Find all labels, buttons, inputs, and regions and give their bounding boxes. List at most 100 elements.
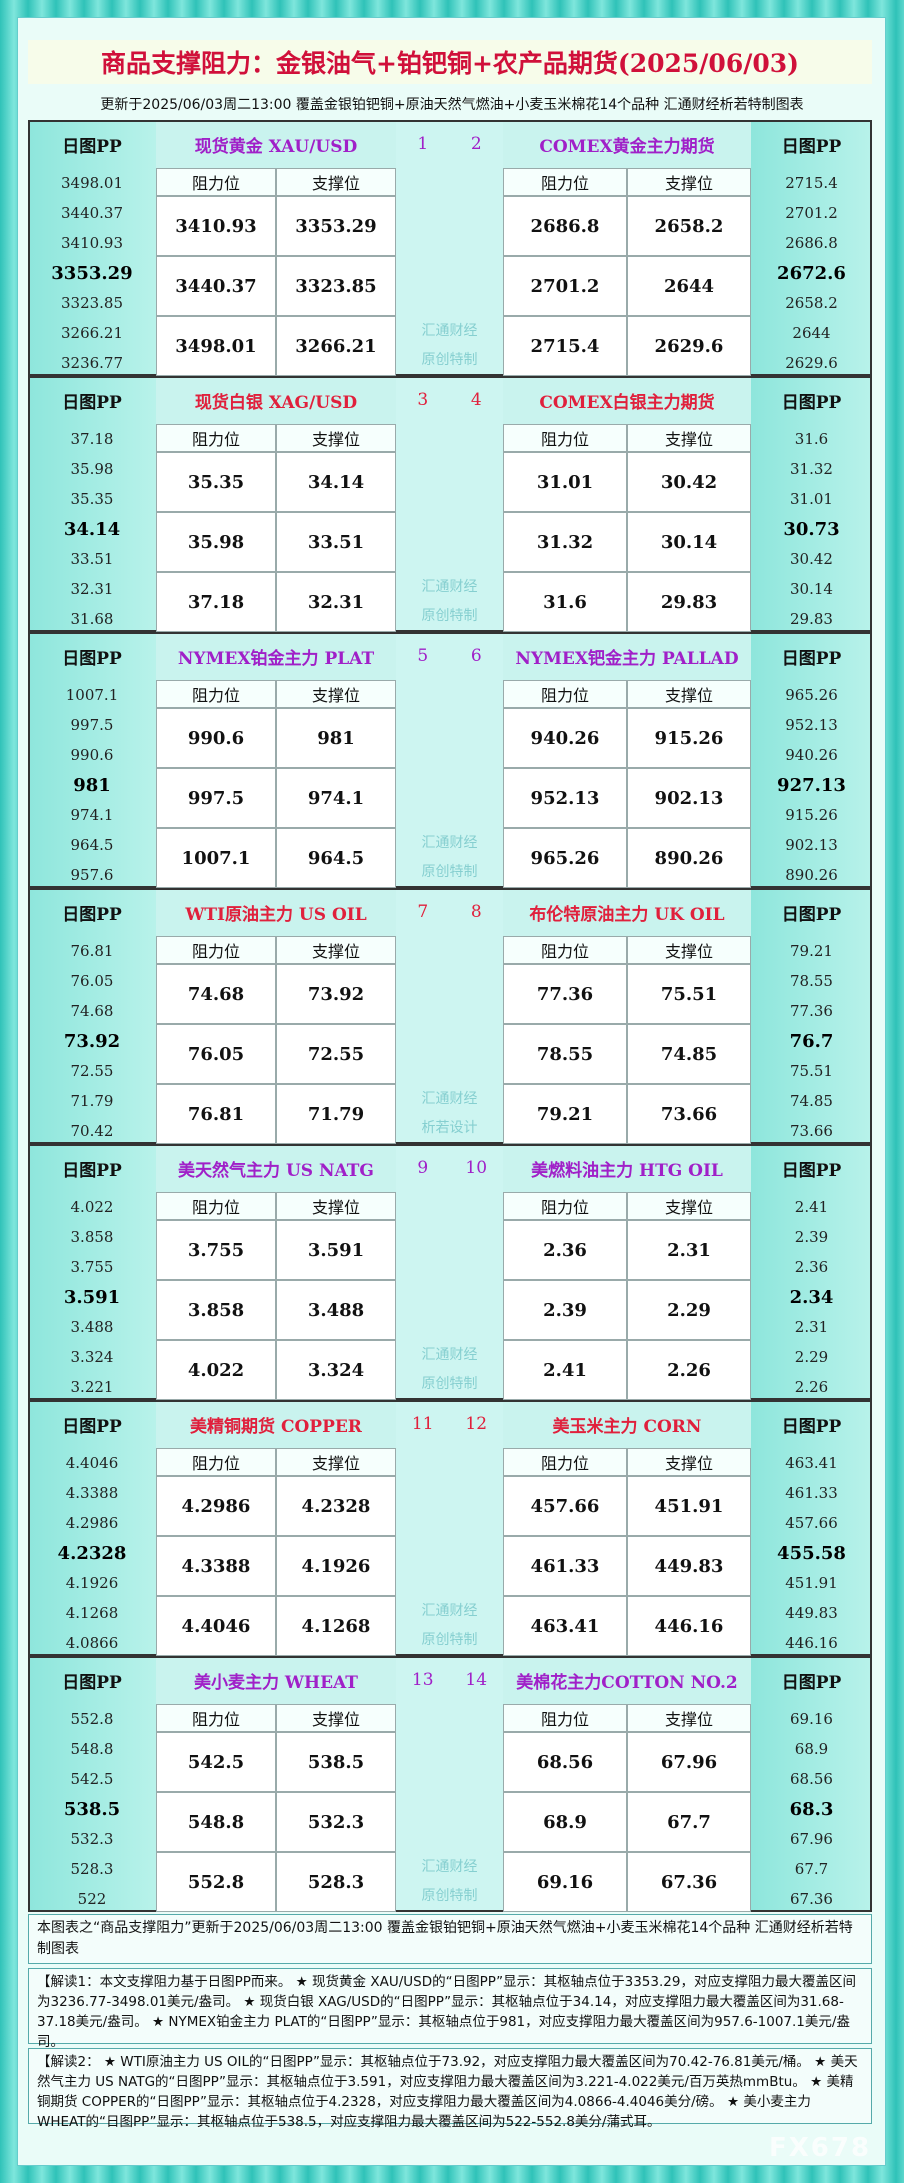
table-header: 阻力位: [503, 424, 627, 452]
instrument-name: COMEX白银主力期货: [539, 392, 715, 413]
pp-column: [751, 888, 872, 1144]
table-header: 支撑位: [276, 1192, 396, 1220]
pp-value: 79.21: [790, 942, 833, 960]
watermark: 原创特制: [421, 352, 478, 368]
instrument-name: WTI原油主力 US OIL: [185, 904, 367, 925]
watermark: 析若设计: [421, 1120, 478, 1136]
pp-value: 532.3: [70, 1830, 114, 1848]
pp-label: 日图PP: [62, 1160, 122, 1181]
watermark-logo: FX678: [768, 2133, 872, 2163]
pp-value: 2.41: [794, 1198, 829, 1216]
table-cell: 30.14: [627, 512, 751, 572]
instrument-number: 10: [465, 1158, 488, 1178]
table-cell: 74.68: [156, 964, 276, 1024]
table-cell: 71.79: [276, 1084, 396, 1144]
instrument-number: 14: [465, 1670, 488, 1690]
pp-value: 35.35: [70, 490, 114, 508]
pp-label: 日图PP: [781, 1672, 842, 1693]
instrument-name: 美燃料油主力 HTG OIL: [531, 1160, 723, 1181]
pp-value: 4.022: [70, 1198, 114, 1216]
table-cell: 76.81: [156, 1084, 276, 1144]
table-header: 支撑位: [276, 424, 396, 452]
header-row: [156, 1144, 396, 1192]
pp-value: 4.4046: [65, 1454, 119, 1472]
instrument-name: 美小麦主力 WHEAT: [194, 1672, 358, 1693]
block-border: [28, 888, 872, 1144]
instrument-name: 美精铜期货 COPPER: [190, 1416, 362, 1437]
pp-value: 31.68: [70, 610, 114, 628]
table-header: 支撑位: [627, 424, 751, 452]
pp-label: 日图PP: [62, 392, 122, 413]
pp-value: 76.7: [789, 1030, 834, 1052]
table-cell: 1007.1: [156, 828, 276, 888]
pp-value: 990.6: [70, 746, 114, 764]
pp-value: 78.55: [790, 972, 833, 990]
pp-value: 3.488: [70, 1318, 114, 1336]
table-cell: 78.55: [503, 1024, 627, 1084]
pp-value: 952.13: [785, 716, 838, 734]
middle-column: [396, 1144, 503, 1400]
pp-label: 日图PP: [62, 1672, 122, 1693]
pp-value: 538.5: [63, 1798, 121, 1820]
table-cell: 4.1268: [276, 1596, 396, 1656]
table-header: 阻力位: [156, 936, 276, 964]
table-header: 阻力位: [156, 1704, 276, 1732]
pp-value: 73.66: [790, 1122, 833, 1140]
table-cell: 4.4046: [156, 1596, 276, 1656]
pp-value: 30.73: [783, 518, 840, 540]
table-header: 支撑位: [276, 168, 396, 196]
pp-value: 974.1: [70, 806, 114, 824]
table-cell: 952.13: [503, 768, 627, 828]
pp-column: [751, 1144, 872, 1400]
table-cell: 79.21: [503, 1084, 627, 1144]
table-cell: 35.35: [156, 452, 276, 512]
header-row: [503, 1656, 751, 1704]
table-header: 阻力位: [503, 1704, 627, 1732]
pp-column: [28, 1400, 156, 1656]
table-cell: 542.5: [156, 1732, 276, 1792]
pp-label: 日图PP: [62, 904, 122, 925]
pp-value: 3.324: [70, 1348, 114, 1366]
table-header: 支撑位: [276, 1448, 396, 1476]
table-cell: 67.36: [627, 1852, 751, 1912]
pp-value: 71.79: [70, 1092, 114, 1110]
header-row: [503, 1144, 751, 1192]
table-cell: 77.36: [503, 964, 627, 1024]
table-cell: 2.41: [503, 1340, 627, 1400]
pp-value: 2629.6: [785, 354, 838, 372]
pp-value: 940.26: [785, 746, 838, 764]
pp-value: 2701.2: [785, 204, 838, 222]
table-cell: 3410.93: [156, 196, 276, 256]
watermark: 汇通财经: [421, 1091, 478, 1107]
pp-value: 3323.85: [60, 294, 124, 312]
table-cell: 73.66: [627, 1084, 751, 1144]
pp-column: [28, 1144, 156, 1400]
watermark: 汇通财经: [421, 323, 478, 339]
table-cell: 915.26: [627, 708, 751, 768]
pp-column: [28, 888, 156, 1144]
table-cell: 940.26: [503, 708, 627, 768]
header-row: [503, 1400, 751, 1448]
pp-value: 73.92: [63, 1030, 121, 1052]
pp-column: [28, 120, 156, 376]
table-header: 阻力位: [156, 680, 276, 708]
pp-value: 4.0866: [65, 1634, 119, 1652]
table-cell: 3440.37: [156, 256, 276, 316]
pp-value: 34.14: [63, 518, 121, 540]
table-cell: 890.26: [627, 828, 751, 888]
pp-value: 965.26: [785, 686, 838, 704]
instrument-name: 美棉花主力COTTON NO.2: [516, 1672, 738, 1693]
pp-value: 463.41: [785, 1454, 838, 1472]
table-cell: 3.858: [156, 1280, 276, 1340]
pp-label: 日图PP: [781, 1416, 842, 1437]
table-cell: 67.7: [627, 1792, 751, 1852]
pp-value: 2715.4: [785, 174, 838, 192]
middle-column: [396, 888, 503, 1144]
middle-column: [396, 376, 503, 632]
table-header: 支撑位: [276, 936, 396, 964]
pp-value: 3236.77: [60, 354, 124, 372]
table-cell: 31.01: [503, 452, 627, 512]
table-header: 阻力位: [156, 1448, 276, 1476]
table-header: 支撑位: [627, 936, 751, 964]
